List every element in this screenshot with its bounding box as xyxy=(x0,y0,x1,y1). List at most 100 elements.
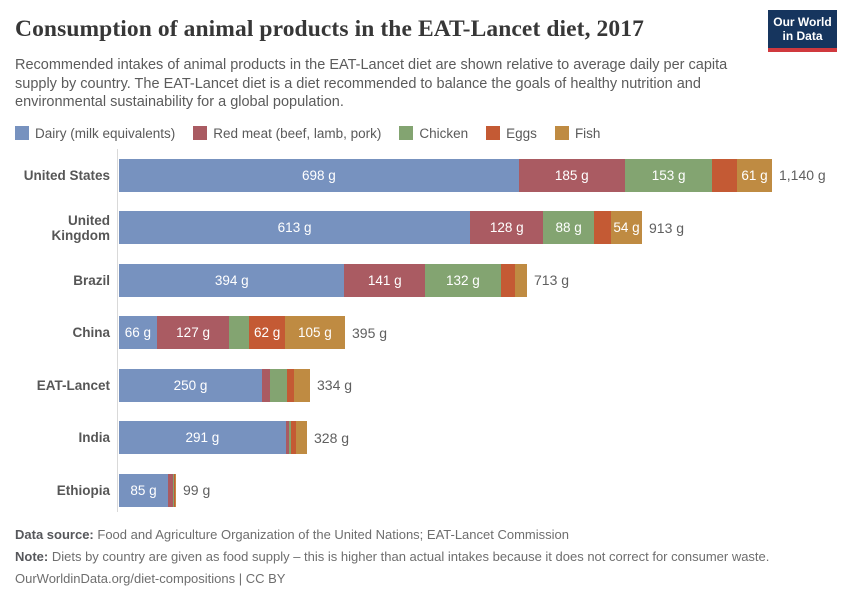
bar-segment[interactable]: 54 g xyxy=(611,211,642,245)
bar-row: Ethiopia 85 g 99 g xyxy=(15,473,835,507)
footer-url-link[interactable]: OurWorldinData.org/diet-compositions xyxy=(15,571,236,586)
bar-segment[interactable]: 61 g xyxy=(737,158,772,192)
segment-value-label: 613 g xyxy=(277,220,312,236)
legend-swatch xyxy=(399,126,414,141)
bar-segment[interactable]: 128 g xyxy=(470,211,544,245)
stacked-bar: 250 g xyxy=(119,368,310,402)
y-axis-line xyxy=(117,148,118,512)
bar-segment[interactable]: 613 g xyxy=(119,211,471,245)
bar-segment[interactable] xyxy=(285,421,289,455)
country-label: China xyxy=(72,325,110,341)
country-label: EAT-Lancet xyxy=(36,377,110,393)
bar-segment[interactable]: 132 g xyxy=(425,263,501,297)
stacked-bar: 66 g 127 g 62 g 105 g xyxy=(119,316,345,350)
total-value-label: 99 g xyxy=(183,482,211,499)
legend-swatch xyxy=(193,126,208,141)
bar-segment[interactable]: 250 g xyxy=(119,368,262,402)
segment-value-label: 127 g xyxy=(176,325,210,341)
segment-value-label: 291 g xyxy=(185,430,220,446)
legend-item[interactable]: Dairy (milk equivalents) xyxy=(15,126,175,141)
segment-value-label: 66 g xyxy=(124,325,152,341)
country-label: United Kingdom xyxy=(51,212,111,243)
total-value-label: 1,140 g xyxy=(779,167,826,184)
bar-segment[interactable] xyxy=(712,158,738,192)
bar-segment[interactable] xyxy=(293,368,310,402)
bar-segment[interactable] xyxy=(514,263,527,297)
owid-logo-box: Our World in Data xyxy=(768,10,837,48)
segment-value-label: 54 g xyxy=(613,220,640,236)
total-value-label: 713 g xyxy=(534,272,570,289)
segment-value-label: 394 g xyxy=(214,272,249,288)
segment-value-label: 250 g xyxy=(173,377,208,393)
bar-row: United Kingdom 613 g 128 g 88 g 54 g 913 g xyxy=(15,211,835,245)
bar-segment[interactable] xyxy=(261,368,270,402)
bar-segment[interactable]: 141 g xyxy=(344,263,426,297)
country-label: Brazil xyxy=(73,272,110,288)
country-label: United States xyxy=(23,167,110,183)
segment-value-label: 185 g xyxy=(554,167,589,183)
segment-value-label: 153 g xyxy=(651,167,686,183)
bar-segment[interactable]: 127 g xyxy=(156,316,230,350)
legend-swatch xyxy=(486,126,501,141)
bar-segment[interactable] xyxy=(288,421,291,455)
bar-row: China 66 g 127 g 62 g 105 g 395 g xyxy=(15,316,835,350)
owid-logo-accent-strip xyxy=(768,48,837,52)
legend-label: Red meat (beef, lamb, pork) xyxy=(213,125,382,141)
legend-item[interactable]: Chicken xyxy=(399,126,468,141)
bar-segment[interactable]: 698 g xyxy=(119,158,519,192)
segment-value-label: 141 g xyxy=(367,272,402,288)
bar-segment[interactable]: 85 g xyxy=(119,473,168,507)
footer-separator: | xyxy=(235,571,246,586)
bar-rows: United States 698 g 185 g 153 g 61 g 1,140 g U… xyxy=(15,152,835,507)
total-value-label: 328 g xyxy=(314,429,350,446)
stacked-bar: 698 g 185 g 153 g 61 g xyxy=(119,158,772,192)
bar-segment[interactable] xyxy=(229,316,250,350)
footer-source-line: Data source: Food and Agriculture Organi… xyxy=(15,524,835,546)
bar-segment[interactable]: 394 g xyxy=(119,263,345,297)
segment-value-label: 105 g xyxy=(298,325,332,341)
chart-subtitle: Recommended intakes of animal products i… xyxy=(15,57,728,111)
bar-segment[interactable] xyxy=(174,473,176,507)
bar-segment[interactable] xyxy=(167,473,174,507)
legend-swatch xyxy=(554,126,569,141)
bar-segment[interactable]: 88 g xyxy=(543,211,594,245)
footer-note-line: Note: Diets by country are given as food… xyxy=(15,546,835,568)
owid-logo[interactable]: Our World in Data xyxy=(768,10,837,52)
stacked-bar: 394 g 141 g 132 g xyxy=(119,263,527,297)
legend-item[interactable]: Eggs xyxy=(486,126,537,141)
bar-segment[interactable]: 153 g xyxy=(624,158,713,192)
bar-segment[interactable] xyxy=(500,263,515,297)
legend-item[interactable]: Red meat (beef, lamb, pork) xyxy=(193,126,381,141)
bar-segment[interactable]: 291 g xyxy=(119,421,286,455)
bar-segment[interactable]: 105 g xyxy=(284,316,345,350)
bar-segment[interactable] xyxy=(174,473,175,507)
legend-item[interactable]: Fish xyxy=(554,126,600,141)
segment-value-label: 698 g xyxy=(302,167,336,183)
chart-title: Consumption of animal products in the EA… xyxy=(15,16,644,42)
bar-segment[interactable] xyxy=(173,473,175,507)
bar-segment[interactable]: 66 g xyxy=(119,316,157,350)
bar-segment[interactable]: 62 g xyxy=(249,316,285,350)
chart-area: United States 698 g 185 g 153 g 61 g 1,140 g U… xyxy=(15,148,835,512)
bar-segment[interactable] xyxy=(286,368,294,402)
legend-label: Eggs xyxy=(506,125,537,141)
footer-link-line: OurWorldinData.org/diet-compositions | C… xyxy=(15,568,835,590)
bar-segment[interactable] xyxy=(593,211,612,245)
footer-license: CC BY xyxy=(245,571,286,586)
total-value-label: 913 g xyxy=(649,219,685,236)
segment-value-label: 132 g xyxy=(445,272,480,288)
footer-source-text: Food and Agriculture Organization of the… xyxy=(97,527,569,542)
bar-segment[interactable] xyxy=(269,368,287,402)
country-label: India xyxy=(78,430,110,446)
chart-footer: Data source: Food and Agriculture Organi… xyxy=(15,524,835,590)
segment-value-label: 62 g xyxy=(254,325,281,341)
bar-segment[interactable] xyxy=(290,421,296,455)
bar-segment[interactable] xyxy=(295,421,307,455)
bar-segment[interactable]: 185 g xyxy=(518,158,625,192)
bar-row: EAT-Lancet 250 g 334 g xyxy=(15,368,835,402)
legend-label: Dairy (milk equivalents) xyxy=(35,125,176,141)
segment-value-label: 128 g xyxy=(489,220,524,236)
stacked-bar: 85 g xyxy=(119,473,176,507)
footer-note-text: Diets by country are given as food suppl… xyxy=(51,549,770,564)
